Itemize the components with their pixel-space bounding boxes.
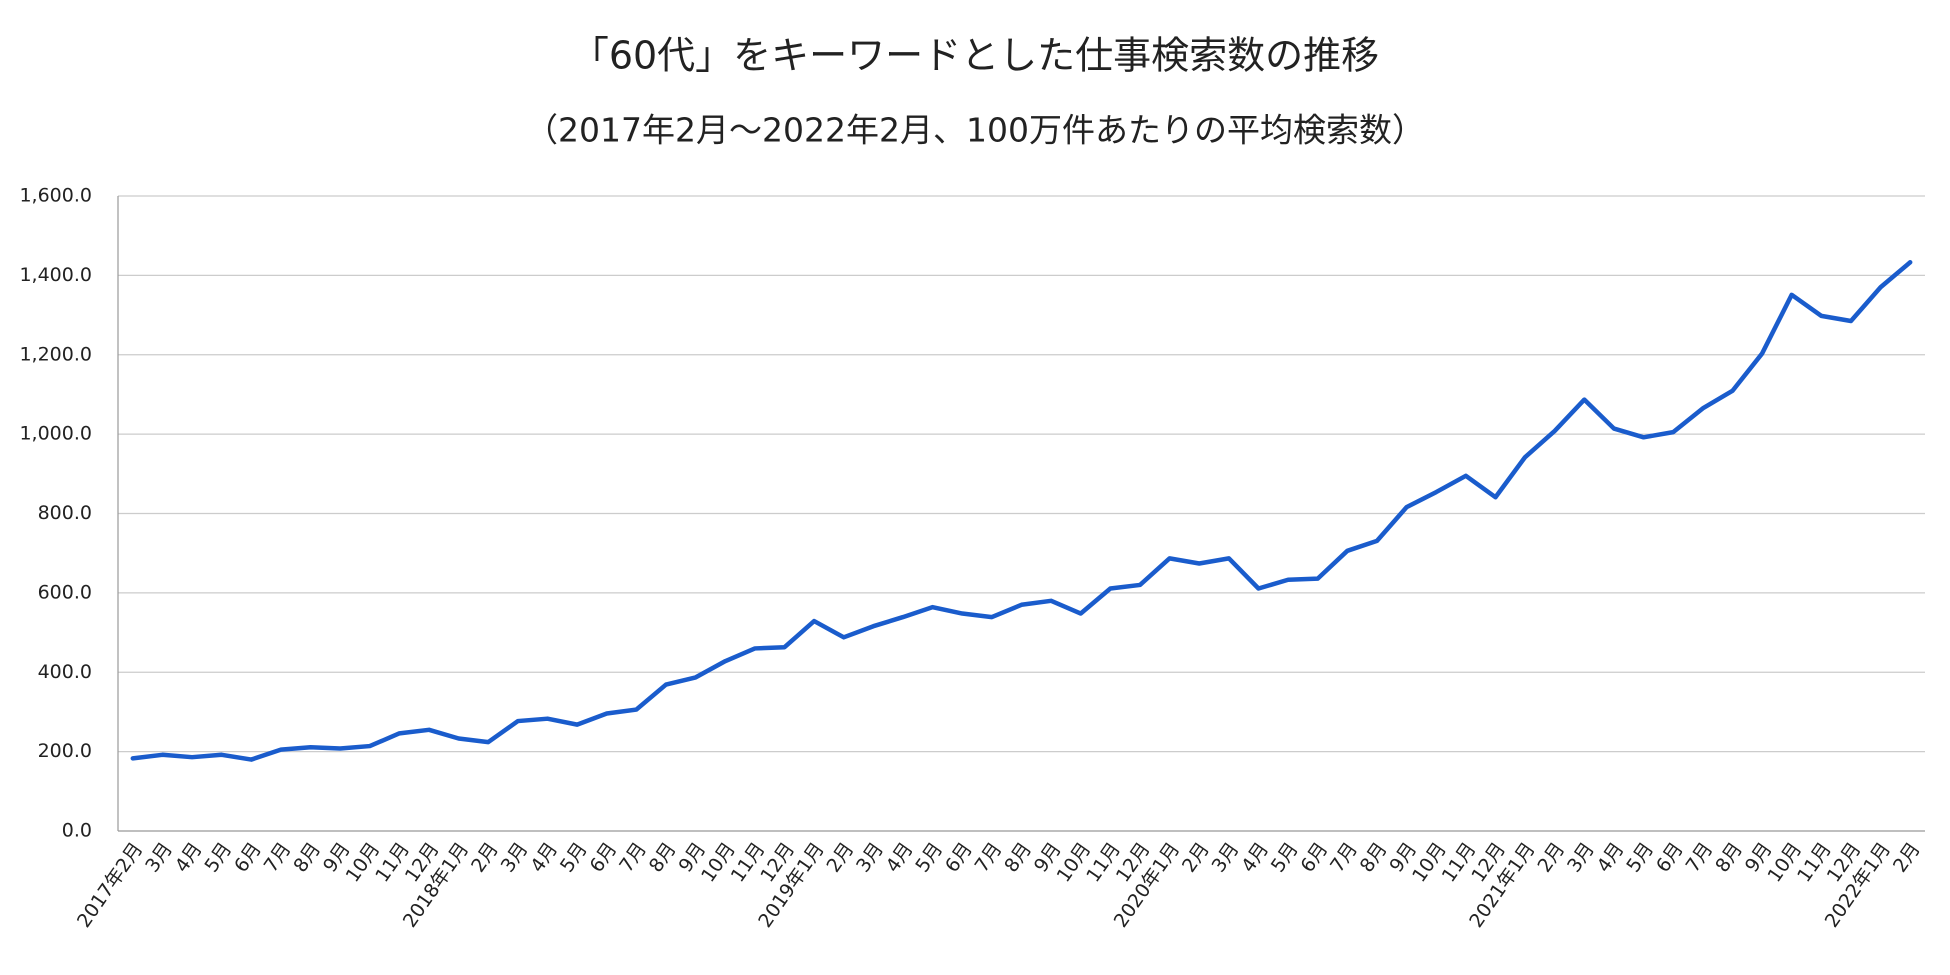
x-tick-label: 7月 [971,838,1007,876]
x-tick-label: 5月 [1622,838,1658,876]
x-tick-label: 8月 [1000,838,1036,876]
y-tick-label: 1,200.0 [19,343,92,365]
x-tick-label: 2月 [823,838,859,876]
y-tick-label: 200.0 [38,740,92,762]
x-tick-label: 4月 [526,838,562,876]
x-tick-label: 3月 [852,838,888,876]
y-tick-label: 800.0 [38,502,92,524]
x-tick-label: 6月 [1652,838,1688,876]
chart-title: 「60代」をキーワードとした仕事検索数の推移 [571,34,1379,78]
x-tick-label: 2月 [1178,838,1214,876]
y-tick-label: 600.0 [38,581,92,603]
x-tick-label: 6月 [586,838,622,876]
x-tick-label: 5月 [911,838,947,876]
x-tick-label: 5月 [1267,838,1303,876]
y-tick-label: 0.0 [62,820,92,842]
y-tick-label: 400.0 [38,661,92,683]
x-tick-label: 4月 [882,838,918,876]
x-tick-label: 6月 [1296,838,1332,876]
x-tick-label: 5月 [200,838,236,876]
y-tick-label: 1,600.0 [19,185,92,207]
x-tick-label: 7月 [1682,838,1718,876]
x-tick-label: 7月 [260,838,296,876]
chart-subtitle: （2017年2月～2022年2月、100万件あたりの平均検索数） [525,111,1425,150]
x-tick-label: 2017年2月 [73,838,147,931]
x-tick-label: 3月 [1563,838,1599,876]
y-tick-label: 1,400.0 [19,264,92,286]
x-tick-label: 4月 [1593,838,1629,876]
data-line [130,260,1913,762]
x-tick-label: 5月 [556,838,592,876]
x-tick-label: 8月 [289,838,325,876]
x-tick-label: 3月 [141,838,177,876]
x-tick-label: 7月 [615,838,651,876]
x-tick-label: 7月 [1326,838,1362,876]
y-tick-label: 1,000.0 [19,423,92,445]
x-tick-label: 4月 [1237,838,1273,876]
x-tick-label: 3月 [497,838,533,876]
x-tick-label: 8月 [1356,838,1392,876]
x-tick-label: 3月 [1208,838,1244,876]
x-tick-label: 6月 [230,838,266,876]
x-tick-label: 2月 [1533,838,1569,876]
x-tick-label: 8月 [645,838,681,876]
x-tick-label: 6月 [941,838,977,876]
x-tick-label: 4月 [171,838,207,876]
x-tick-label: 8月 [1711,838,1747,876]
x-tick-label: 2月 [1889,838,1925,876]
x-tick-label: 2月 [467,838,503,876]
